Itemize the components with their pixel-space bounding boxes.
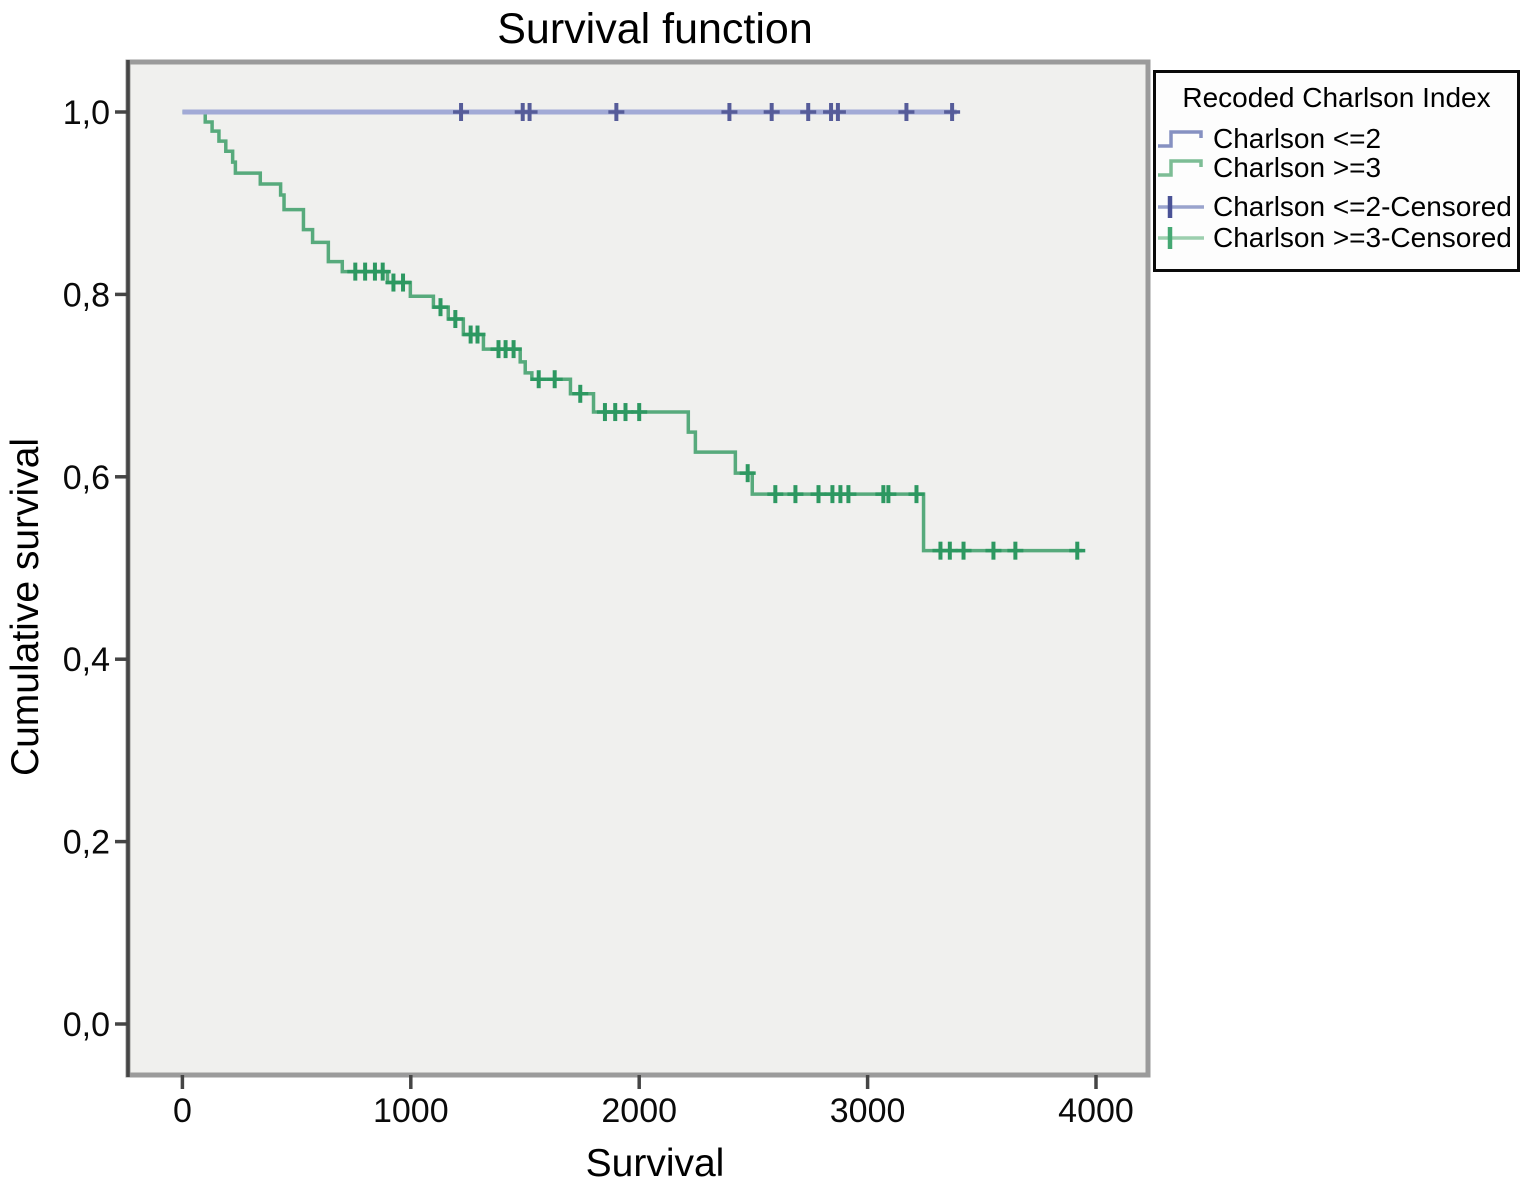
- legend-label: Charlson >=3: [1213, 151, 1382, 183]
- legend-entry-charlson-le2: Charlson <=2: [1156, 122, 1517, 154]
- censor-mark: [608, 103, 625, 121]
- censor-mark: [572, 384, 589, 403]
- censor-mark: [941, 541, 958, 560]
- chart-title: Survival function: [497, 5, 813, 53]
- step-line-icon: [1158, 158, 1203, 177]
- censor-mark: [810, 485, 827, 504]
- censor-mark: [1069, 541, 1086, 560]
- y-tick-label: 0,8: [63, 276, 110, 314]
- green-step-symbol: [1158, 158, 1203, 177]
- censor-mark: [829, 103, 846, 121]
- censor-mark: [955, 541, 972, 560]
- censor-mark: [432, 298, 449, 317]
- y-axis-title: Cumulative survival: [4, 437, 47, 777]
- censor-mark: [521, 103, 538, 121]
- legend-entry-charlson-ge3: Charlson >=3: [1156, 151, 1517, 183]
- censor-mark: [800, 103, 817, 121]
- censor-mark: [739, 464, 756, 483]
- censor-mark: [617, 403, 634, 422]
- censor-mark: [447, 310, 464, 329]
- plot-area: [125, 59, 1151, 1078]
- censor-mark: [453, 103, 470, 121]
- y-tick-label: 0,6: [63, 459, 110, 497]
- censor-mark: [944, 103, 961, 121]
- plus-cross-icon: [1158, 226, 1204, 249]
- censor-mark: [787, 485, 804, 504]
- censor-mark: [374, 262, 391, 281]
- legend-entry-charlson-ge3-censored: Charlson >=3-Censored: [1156, 222, 1517, 253]
- censor-mark: [631, 403, 648, 422]
- y-tick-label: 0,0: [63, 1006, 110, 1044]
- step-line-icon: [1158, 129, 1203, 148]
- censor-mark: [840, 485, 857, 504]
- censor-mark: [985, 541, 1002, 560]
- blue-step-symbol: [1158, 129, 1203, 148]
- censor-mark: [546, 370, 563, 389]
- censor-mark: [469, 325, 486, 344]
- x-tick-label: 4000: [1058, 1092, 1134, 1130]
- plus-cross-icon: [1158, 195, 1204, 218]
- censor-mark: [721, 103, 738, 121]
- y-tick-label: 1,0: [63, 94, 110, 132]
- series-charlson-le2-censor-marks: [453, 103, 961, 121]
- legend-label: Charlson <=2-Censored: [1213, 190, 1512, 222]
- censor-mark: [880, 485, 897, 504]
- y-tick-label: 0,4: [63, 641, 110, 679]
- legend-entry-charlson-le2-censored: Charlson <=2-Censored: [1156, 191, 1517, 222]
- censor-mark: [767, 485, 784, 504]
- series-charlson-ge3-censor-marks: [347, 262, 1086, 560]
- legend: Recoded Charlson Index Charlson <=2 Char…: [1153, 70, 1520, 272]
- censor-mark: [908, 485, 925, 504]
- legend-title: Recoded Charlson Index: [1182, 82, 1491, 113]
- x-tick-label: 0: [173, 1092, 192, 1130]
- x-tick-label: 1000: [373, 1092, 449, 1130]
- censor-mark: [530, 370, 547, 389]
- x-axis-title: Survival: [585, 1142, 725, 1185]
- x-tick-label: 2000: [601, 1092, 677, 1130]
- censor-mark: [1007, 541, 1024, 560]
- legend-label: Charlson >=3-Censored: [1213, 221, 1512, 253]
- series-charlson-ge3-line: [182, 110, 1083, 553]
- x-tick-label: 3000: [830, 1092, 906, 1130]
- legend-label: Charlson <=2: [1213, 122, 1382, 154]
- censor-mark: [395, 273, 412, 292]
- censor-mark: [505, 340, 522, 359]
- y-tick-label: 0,2: [63, 824, 110, 862]
- censor-mark: [898, 103, 915, 121]
- censor-mark: [763, 103, 780, 121]
